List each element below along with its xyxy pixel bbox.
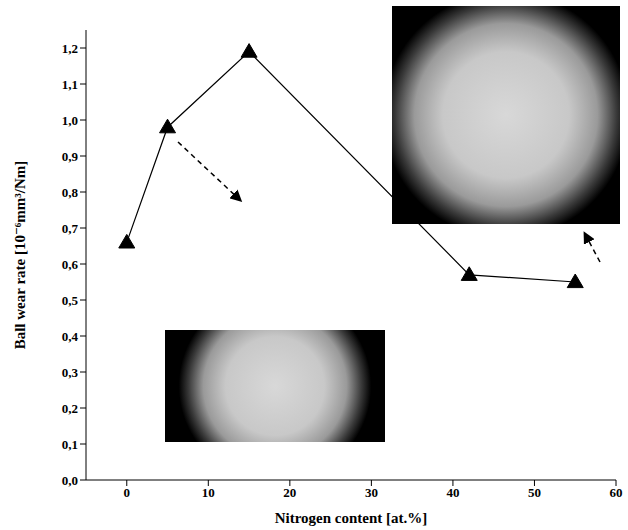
svg-text:0,2: 0,2 bbox=[62, 401, 78, 416]
svg-text:Ball wear rate [10⁻⁶mm³/Nm]: Ball wear rate [10⁻⁶mm³/Nm] bbox=[12, 161, 28, 350]
svg-text:Nitrogen content [at.%]: Nitrogen content [at.%] bbox=[275, 510, 428, 526]
svg-text:1,2: 1,2 bbox=[62, 41, 78, 56]
svg-text:0,0: 0,0 bbox=[62, 473, 78, 488]
svg-text:50: 50 bbox=[528, 485, 541, 500]
svg-text:30: 30 bbox=[365, 485, 378, 500]
svg-text:40: 40 bbox=[446, 485, 459, 500]
svg-text:0,5: 0,5 bbox=[62, 293, 79, 308]
svg-text:0,8: 0,8 bbox=[62, 185, 79, 200]
svg-text:0,3: 0,3 bbox=[62, 365, 79, 380]
svg-text:0,1: 0,1 bbox=[62, 437, 78, 452]
svg-text:1,0: 1,0 bbox=[62, 113, 78, 128]
svg-text:0,4: 0,4 bbox=[62, 329, 79, 344]
svg-text:1,1: 1,1 bbox=[62, 77, 78, 92]
svg-text:0,7: 0,7 bbox=[62, 221, 79, 236]
svg-text:60: 60 bbox=[610, 485, 623, 500]
svg-text:10: 10 bbox=[202, 485, 215, 500]
svg-text:0,6: 0,6 bbox=[62, 257, 79, 272]
svg-text:0: 0 bbox=[124, 485, 131, 500]
svg-text:0,9: 0,9 bbox=[62, 149, 79, 164]
svg-text:20: 20 bbox=[283, 485, 296, 500]
